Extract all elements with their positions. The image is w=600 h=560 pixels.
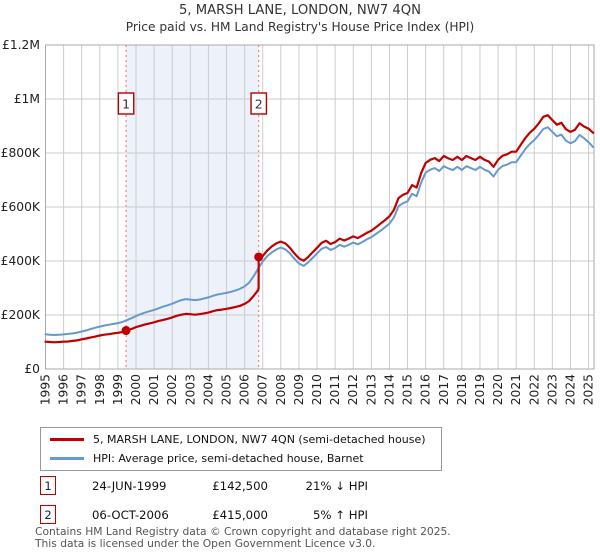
sale-marker-badge-number: 1 xyxy=(122,97,130,112)
y-tick-label: £1M xyxy=(14,92,40,106)
x-tick-label: 1996 xyxy=(57,374,71,405)
y-tick-label: £400K xyxy=(1,254,41,268)
legend-label-price-paid: 5, MARSH LANE, LONDON, NW7 4QN (semi-det… xyxy=(93,433,426,446)
sale-row-1: 1 24-JUN-1999 £142,500 21% ↓ HPI xyxy=(40,471,368,500)
plot-border xyxy=(45,44,595,370)
sale-1-number-badge: 1 xyxy=(40,476,56,495)
footer-line-1: Contains HM Land Registry data © Crown c… xyxy=(35,525,451,538)
x-tick-label: 2016 xyxy=(419,374,433,405)
y-tick-label: £600K xyxy=(1,200,41,214)
y-tick-label: £0 xyxy=(24,362,40,376)
x-tick-label: 2023 xyxy=(545,374,559,405)
x-tick-label: 1998 xyxy=(93,374,107,405)
x-tick-label: 2014 xyxy=(382,374,396,405)
price-history-chart: £0 £200K £400K £600K £800K £1M £1.2M 1995 1996 19… xyxy=(1,38,596,405)
x-tick-label: 2013 xyxy=(364,374,378,405)
price-paid-line-swatch xyxy=(50,438,84,441)
sale-marker-badge xyxy=(250,92,268,115)
x-tick-label: 2001 xyxy=(147,374,161,405)
price-paid-line xyxy=(44,114,595,344)
x-tick-label: 2021 xyxy=(509,374,523,405)
y-tick-label: £200K xyxy=(1,308,41,322)
hpi-line xyxy=(44,126,595,336)
sale-2-number-badge: 2 xyxy=(40,505,56,524)
x-tick-label: 2008 xyxy=(274,374,288,405)
sale-marker-dot xyxy=(121,326,131,336)
x-tick-label: 2017 xyxy=(437,374,451,405)
page-title: 5, MARSH LANE, LONDON, NW7 4QN xyxy=(178,3,422,18)
legend-label-hpi: HPI: Average price, semi-detached house,… xyxy=(93,452,364,465)
x-tick-label: 2000 xyxy=(129,374,143,405)
y-tick-label: £1.2M xyxy=(2,38,40,52)
sale-2-price: £415,000 xyxy=(212,507,268,522)
sale-2-date: 06-OCT-2006 xyxy=(92,507,169,522)
x-tick-label: 2022 xyxy=(527,374,541,405)
sale-1-date: 24-JUN-1999 xyxy=(92,478,167,493)
x-tick-label: 2002 xyxy=(165,374,179,405)
page-subtitle: Price paid vs. HM Land Registry's House … xyxy=(125,20,475,34)
x-tick-label: 2011 xyxy=(328,374,342,405)
x-tick-label: 2019 xyxy=(473,374,487,405)
y-tick-label: £800K xyxy=(1,146,41,160)
sale-1-hpi-diff: 21% ↓ HPI xyxy=(305,478,368,493)
sale-marker-badge-number: 2 xyxy=(255,97,263,112)
x-tick-label: 2018 xyxy=(455,374,469,405)
hpi-line-swatch xyxy=(50,457,84,460)
x-tick-label: 2006 xyxy=(238,374,252,405)
x-tick-label: 2012 xyxy=(346,374,360,405)
license-footer: Contains HM Land Registry data © Crown c… xyxy=(35,526,451,549)
x-tick-label: 2010 xyxy=(310,374,324,405)
sale-1-price: £142,500 xyxy=(212,478,268,493)
x-tick-label: 2003 xyxy=(183,374,197,405)
x-tick-label: 2020 xyxy=(491,374,505,405)
x-tick-label: 1999 xyxy=(111,374,125,405)
sale-annotations: 1 24-JUN-1999 £142,500 21% ↓ HPI 2 06-OC… xyxy=(40,471,368,529)
x-tick-label: 1997 xyxy=(75,374,89,405)
x-tick-label: 2004 xyxy=(201,374,215,405)
sale-row-2: 2 06-OCT-2006 £415,000 5% ↑ HPI xyxy=(40,500,368,529)
sale-marker-badge xyxy=(117,92,135,115)
chart-legend: 5, MARSH LANE, LONDON, NW7 4QN (semi-det… xyxy=(40,427,442,471)
legend-row-price-paid: 5, MARSH LANE, LONDON, NW7 4QN (semi-det… xyxy=(50,430,441,449)
x-tick-label: 2024 xyxy=(563,374,577,405)
x-tick-label: 2007 xyxy=(256,374,270,405)
sale-marker-dot xyxy=(254,252,264,262)
x-tick-label: 2005 xyxy=(220,374,234,405)
sale-2-hpi-diff: 5% ↑ HPI xyxy=(312,507,368,522)
x-tick-label: 2025 xyxy=(582,374,596,405)
legend-row-hpi: HPI: Average price, semi-detached house,… xyxy=(50,449,441,468)
x-tick-label: 2015 xyxy=(401,374,415,405)
footer-line-2: This data is licensed under the Open Gov… xyxy=(35,536,376,550)
x-tick-label: 1995 xyxy=(39,374,53,405)
x-tick-label: 2009 xyxy=(292,374,306,405)
